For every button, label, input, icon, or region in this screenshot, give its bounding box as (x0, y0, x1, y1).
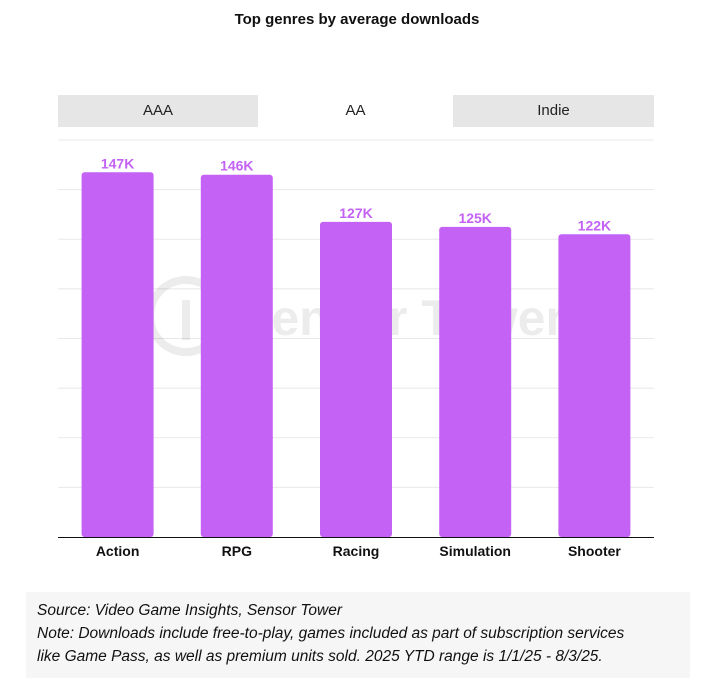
note-line-2: like Game Pass, as well as premium units… (37, 648, 603, 665)
bar-chart: Sensor Tower 147K 146K 127K 125K 122K Action… (58, 139, 654, 559)
segment-tabs: AAA AA Indie (58, 95, 654, 127)
value-label: 122K (578, 217, 611, 233)
bar-racing (320, 221, 392, 537)
value-label: 127K (339, 205, 372, 221)
x-tick-label: Racing (333, 543, 380, 559)
tab-indie[interactable]: Indie (453, 95, 654, 127)
value-label: 147K (101, 155, 134, 171)
source-note: Source: Video Game Insights, Sensor Towe… (26, 592, 690, 678)
x-tick-label: Action (96, 543, 140, 559)
svg-text:Sensor Tower: Sensor Tower (238, 290, 565, 346)
bar-action (81, 172, 154, 537)
source-text: Source: Video Game Insights, Sensor Towe… (37, 602, 342, 619)
bar-simulation (439, 226, 512, 537)
value-label: 125K (458, 210, 491, 226)
x-tick-label: Simulation (439, 543, 511, 559)
bar-shooter (558, 234, 631, 537)
note-line-1: Note: Downloads include free-to-play, ga… (37, 625, 625, 642)
x-tick-label: Shooter (568, 543, 621, 559)
tab-aaa[interactable]: AAA (58, 95, 258, 127)
value-label: 146K (220, 158, 253, 174)
bar-rpg (200, 174, 273, 538)
tab-aa[interactable]: AA (258, 95, 453, 127)
x-tick-label: RPG (222, 543, 252, 559)
chart-title: Top genres by average downloads (234, 11, 480, 28)
